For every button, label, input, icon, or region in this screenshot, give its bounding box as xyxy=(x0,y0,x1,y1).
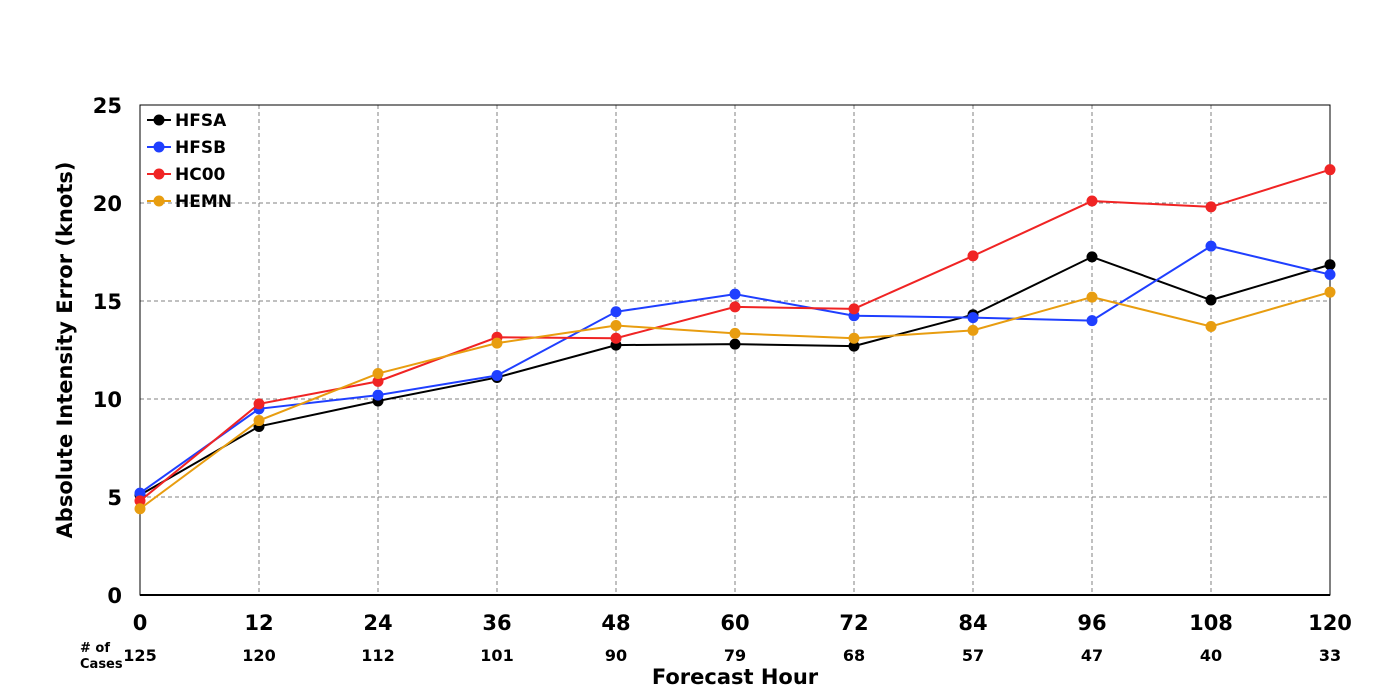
y-tick-label: 10 xyxy=(93,388,122,412)
data-point xyxy=(134,487,146,499)
data-point xyxy=(1086,315,1098,327)
data-point xyxy=(134,503,146,515)
data-point xyxy=(729,327,741,339)
y-tick-label: 5 xyxy=(107,486,122,510)
case-count: 68 xyxy=(843,646,865,665)
data-point xyxy=(848,340,860,352)
legend-entry-hemn: HEMN xyxy=(147,192,232,212)
case-count: 120 xyxy=(242,646,275,665)
data-point xyxy=(1086,291,1098,303)
series-group xyxy=(134,164,1336,515)
y-tick-labels: 0 5 10 15 20 25 xyxy=(93,94,122,608)
legend-entry-hc00: HC00 xyxy=(147,165,226,185)
x-tick-label: 60 xyxy=(720,611,749,635)
y-tick-label: 25 xyxy=(93,94,122,118)
case-count: 101 xyxy=(480,646,513,665)
case-count: 33 xyxy=(1319,646,1341,665)
data-point xyxy=(967,312,979,324)
case-count: 57 xyxy=(962,646,984,665)
cases-label-line2: Cases xyxy=(80,657,123,672)
data-point xyxy=(610,332,622,344)
data-point xyxy=(729,301,741,313)
y-tick-label: 20 xyxy=(93,192,122,216)
data-point xyxy=(610,306,622,318)
x-tick-label: 12 xyxy=(244,611,273,635)
data-point xyxy=(1205,201,1217,213)
data-point xyxy=(967,324,979,336)
legend-swatch-marker xyxy=(153,114,165,126)
case-count: 90 xyxy=(605,646,627,665)
data-point xyxy=(134,495,146,507)
legend-label: HFSB xyxy=(175,138,226,158)
y-tick-label: 15 xyxy=(93,290,122,314)
data-point xyxy=(848,332,860,344)
x-tick-label: 48 xyxy=(601,611,630,635)
data-point xyxy=(253,415,265,427)
legend-label: HEMN xyxy=(175,192,232,212)
x-tick-labels: 0 12 24 36 48 60 72 84 96 108 120 xyxy=(133,611,1352,635)
legend-label: HFSA xyxy=(175,111,227,131)
data-point xyxy=(1324,269,1336,281)
data-point xyxy=(610,320,622,331)
cases-label-line1: # of xyxy=(80,641,110,656)
x-axis-title: Forecast Hour xyxy=(652,665,819,689)
case-count: 112 xyxy=(361,646,394,665)
data-point xyxy=(1086,251,1098,263)
data-point xyxy=(372,368,384,380)
grid-lines xyxy=(140,105,1330,595)
legend-swatch-marker xyxy=(153,141,165,153)
y-tick-label: 0 xyxy=(107,584,122,608)
y-axis-title: Absolute Intensity Error (knots) xyxy=(53,162,77,539)
case-count: 47 xyxy=(1081,646,1103,665)
legend-label: HC00 xyxy=(175,165,226,185)
data-point xyxy=(372,389,384,401)
case-count: 125 xyxy=(123,646,156,665)
data-point xyxy=(1205,320,1217,332)
legend-entry-hfsa: HFSA xyxy=(147,111,227,131)
x-tick-label: 84 xyxy=(958,611,987,635)
case-count: 79 xyxy=(724,646,746,665)
x-tick-label: 24 xyxy=(363,611,392,635)
data-point xyxy=(1205,294,1217,306)
case-counts: 125 120 112 101 90 79 68 57 47 40 33 xyxy=(123,646,1341,665)
legend-entry-hfsb: HFSB xyxy=(147,138,226,158)
case-count: 40 xyxy=(1200,646,1222,665)
data-point xyxy=(253,398,265,410)
legend-swatch-marker xyxy=(153,168,165,180)
data-point xyxy=(1324,259,1336,271)
data-point xyxy=(491,369,503,381)
data-point xyxy=(848,303,860,315)
data-point xyxy=(1324,164,1336,176)
legend: HFSA HFSB HC00 HEMN xyxy=(147,111,232,212)
data-point xyxy=(491,337,503,349)
legend-swatch-marker xyxy=(153,195,165,207)
data-point xyxy=(967,250,979,262)
x-tick-label: 96 xyxy=(1077,611,1106,635)
data-point xyxy=(729,338,741,350)
x-tick-label: 36 xyxy=(482,611,511,635)
data-point xyxy=(1324,286,1336,298)
x-tick-label: 120 xyxy=(1308,611,1352,635)
series-hemn xyxy=(134,286,1336,515)
data-point xyxy=(372,375,384,387)
x-tick-label: 72 xyxy=(839,611,868,635)
data-point xyxy=(1086,195,1098,207)
axes xyxy=(139,104,1331,596)
x-tick-label: 108 xyxy=(1189,611,1233,635)
data-point xyxy=(1205,240,1217,252)
data-point xyxy=(729,288,741,300)
x-tick-label: 0 xyxy=(133,611,148,635)
